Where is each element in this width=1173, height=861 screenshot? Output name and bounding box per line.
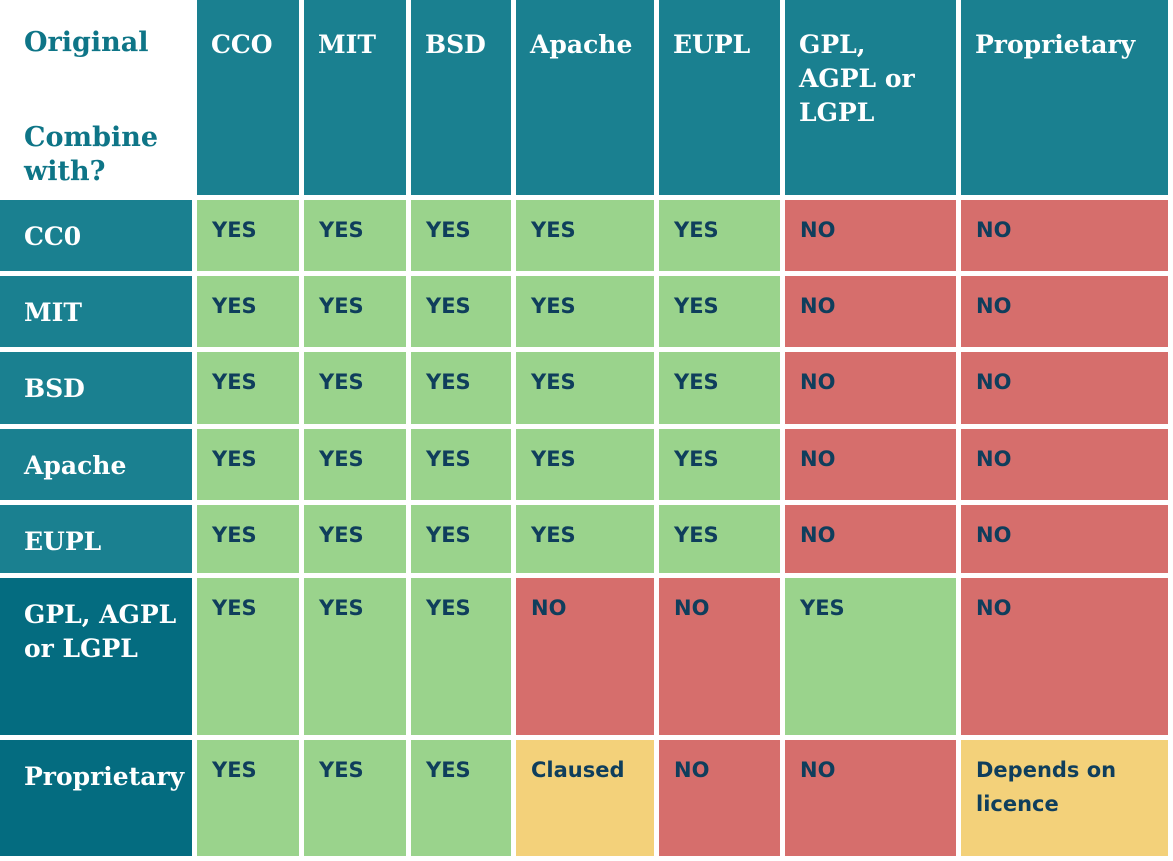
table-cell: YES (197, 352, 304, 429)
table-cell: YES (304, 740, 411, 861)
table-cell: YES (659, 505, 785, 578)
row-header: BSD (0, 352, 197, 429)
table-cell: Claused (516, 740, 659, 861)
row-header: Apache (0, 429, 197, 505)
table-cell: Depends on licence (961, 740, 1173, 861)
table-cell: NO (516, 578, 659, 740)
table-cell: NO (961, 429, 1173, 505)
table-cell: YES (197, 276, 304, 352)
table-cell: YES (411, 740, 516, 861)
table-cell: YES (659, 276, 785, 352)
table-cell: YES (516, 429, 659, 505)
table-cell: NO (961, 505, 1173, 578)
table-cell: NO (659, 740, 785, 861)
table-cell: YES (785, 578, 961, 740)
table-cell: YES (304, 505, 411, 578)
table-cell: YES (197, 578, 304, 740)
original-label: Original (24, 27, 149, 58)
combine-label: Combine with? (24, 122, 159, 187)
table-cell: NO (659, 578, 785, 740)
column-header: Proprietary (961, 0, 1173, 200)
table-cell: YES (411, 429, 516, 505)
table-cell: NO (961, 352, 1173, 429)
table-cell: YES (197, 200, 304, 276)
column-header: Apache (516, 0, 659, 200)
table-cell: NO (785, 352, 961, 429)
table-cell: YES (304, 276, 411, 352)
table-cell: NO (785, 505, 961, 578)
table-cell: NO (785, 276, 961, 352)
table-cell: YES (516, 276, 659, 352)
table-cell: YES (304, 352, 411, 429)
table-cell: YES (304, 200, 411, 276)
table-cell: YES (197, 505, 304, 578)
table-cell: NO (785, 429, 961, 505)
column-header: MIT (304, 0, 411, 200)
row-header: MIT (0, 276, 197, 352)
table-cell: NO (961, 276, 1173, 352)
column-header: GPL, AGPL or LGPL (785, 0, 961, 200)
table-cell: YES (304, 578, 411, 740)
table-cell: YES (659, 429, 785, 505)
table-cell: YES (411, 578, 516, 740)
table-cell: YES (304, 429, 411, 505)
table-cell: YES (411, 276, 516, 352)
table-cell: YES (516, 200, 659, 276)
column-header: BSD (411, 0, 516, 200)
table-cell: NO (785, 740, 961, 861)
column-header: EUPL (659, 0, 785, 200)
row-header: Proprietary (0, 740, 197, 861)
row-header: EUPL (0, 505, 197, 578)
table-cell: NO (785, 200, 961, 276)
table-cell: NO (961, 578, 1173, 740)
table-cell: YES (411, 505, 516, 578)
column-header: CCO (197, 0, 304, 200)
corner-header: Original Combine with? (0, 0, 197, 200)
row-header: GPL, AGPL or LGPL (0, 578, 197, 740)
table-cell: YES (516, 505, 659, 578)
table-cell: YES (516, 352, 659, 429)
table-cell: YES (197, 740, 304, 861)
table-cell: YES (411, 352, 516, 429)
row-header: CC0 (0, 200, 197, 276)
table-cell: YES (659, 352, 785, 429)
table-cell: YES (659, 200, 785, 276)
table-cell: YES (411, 200, 516, 276)
table-cell: NO (961, 200, 1173, 276)
table-cell: YES (197, 429, 304, 505)
